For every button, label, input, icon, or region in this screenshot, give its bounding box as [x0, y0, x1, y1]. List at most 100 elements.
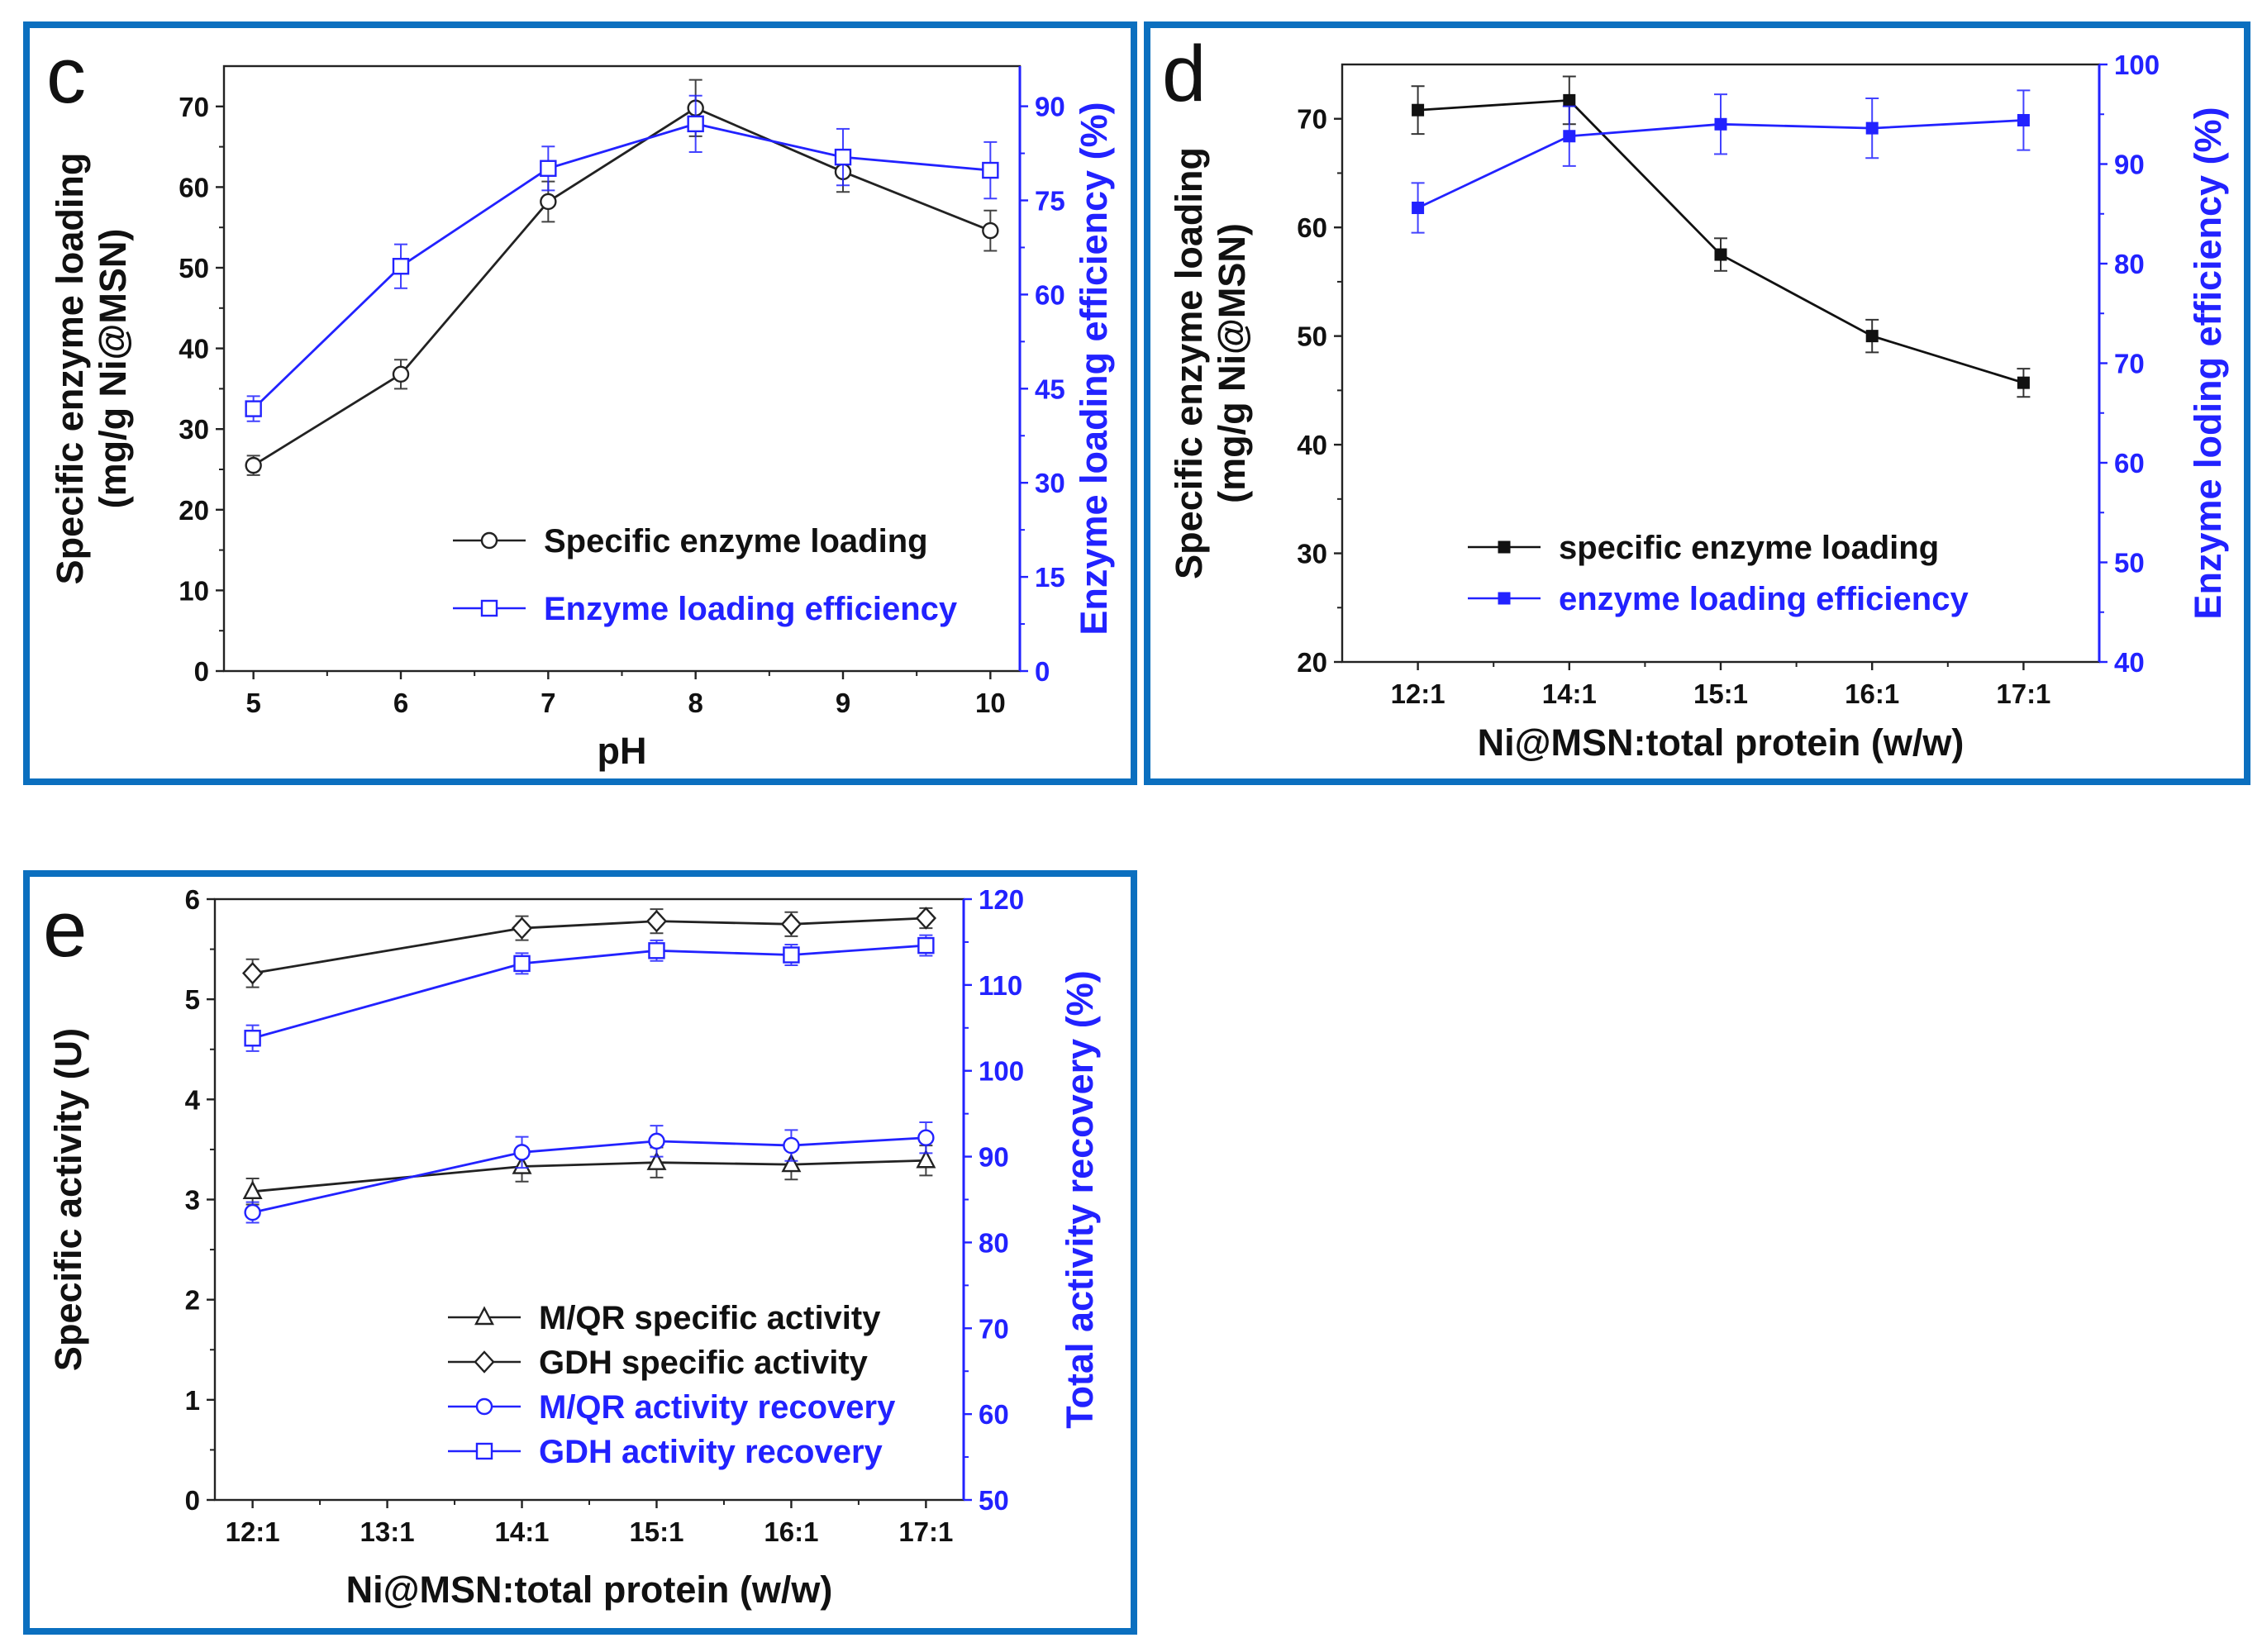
right-tick-label: 120 [979, 884, 1024, 915]
left-tick-label: 60 [1297, 212, 1327, 243]
left-tick-label: 0 [194, 656, 209, 687]
left-tick-label: 6 [185, 884, 200, 915]
panel-d-frame: 20 30 40 50 60 70 40 50 60 70 80 90 100 12:1 14:1 15:1 1… [1144, 21, 2250, 785]
right-tick-label: 100 [2114, 50, 2160, 80]
legend-label: specific enzyme loading [1559, 530, 1939, 566]
right-tick-label: 40 [2114, 647, 2145, 678]
data-point [1865, 121, 1879, 135]
data-point [783, 946, 800, 964]
data-point [540, 193, 557, 211]
data-point [781, 1153, 802, 1173]
legend-item: specific enzyme loading [1468, 530, 1939, 566]
legend-marker [1498, 592, 1511, 605]
left-tick-label: 40 [179, 334, 209, 364]
legend-item: M/QR activity recovery [448, 1389, 896, 1426]
right-tick-label: 45 [1035, 374, 1065, 404]
left-tick-label: 0 [185, 1485, 200, 1516]
right-tick-label: 70 [979, 1313, 1009, 1344]
panel-letter: e [43, 885, 87, 974]
series-1 [245, 94, 999, 422]
data-point [2017, 376, 2030, 389]
legend-marker [475, 1442, 493, 1460]
right-tick-label: 50 [979, 1485, 1009, 1516]
series-line-0 [252, 1159, 926, 1193]
legend-marker [475, 1397, 493, 1416]
left-tick-label: 30 [1297, 539, 1327, 569]
x-tick-label: 12:1 [226, 1516, 280, 1547]
left-tick-label: 10 [179, 575, 209, 606]
right-tick-label: 90 [979, 1142, 1009, 1173]
right-tick-label: 100 [979, 1056, 1024, 1087]
left-axis-label: Specific activity (U) [47, 1028, 89, 1371]
series-line-0 [252, 107, 991, 467]
right-axis-label: Enzyme loding efficiency (%) [2187, 107, 2229, 619]
series-0 [245, 79, 999, 476]
data-point [1714, 248, 1727, 261]
right-tick-label: 90 [2114, 150, 2145, 180]
series-3 [244, 934, 935, 1052]
left-axis-label: (mg/g Ni@MSN) [92, 229, 134, 509]
legend-label: Specific enzyme loading [544, 523, 928, 559]
left-tick-label: 20 [1297, 647, 1327, 678]
right-tick-label: 60 [979, 1399, 1009, 1430]
data-point [511, 916, 533, 940]
x-tick-label: 9 [836, 688, 850, 718]
data-point [645, 909, 668, 933]
left-tick-label: 70 [179, 92, 209, 122]
legend-label: M/QR activity recovery [539, 1389, 896, 1426]
data-point [780, 912, 802, 936]
left-tick-label: 60 [179, 172, 209, 202]
data-point [244, 1203, 261, 1221]
data-point [540, 159, 557, 177]
left-tick-label: 30 [179, 414, 209, 445]
panel-letter: d [1162, 30, 1206, 118]
left-axis-label: (mg/g Ni@MSN) [1211, 223, 1253, 503]
right-tick-label: 90 [1035, 92, 1065, 122]
data-point [1412, 202, 1425, 215]
legend-item: enzyme loading efficiency [1468, 581, 1969, 617]
x-tick-label: 16:1 [764, 1516, 818, 1547]
data-point [1714, 117, 1727, 131]
x-tick-label: 15:1 [1693, 678, 1748, 709]
data-point [834, 148, 852, 166]
x-tick-label: 8 [688, 688, 702, 718]
series-0 [242, 1145, 936, 1206]
left-tick-label: 1 [185, 1385, 200, 1416]
right-tick-label: 60 [2114, 448, 2145, 478]
right-tick-label: 30 [1035, 468, 1065, 498]
data-point [241, 961, 264, 985]
right-tick-label: 75 [1035, 185, 1065, 216]
right-tick-label: 110 [979, 970, 1022, 1001]
data-point [917, 1129, 935, 1146]
x-tick-label: 14:1 [494, 1516, 549, 1547]
panel-letter: c [46, 31, 86, 120]
legend-label: Enzyme loading efficiency [544, 591, 958, 627]
legend-item: Specific enzyme loading [453, 523, 928, 559]
legend-label: GDH activity recovery [539, 1434, 883, 1470]
left-tick-label: 2 [185, 1285, 200, 1316]
left-axis-label: Specific enzyme loading [1168, 147, 1210, 579]
data-point [982, 161, 999, 179]
left-tick-label: 70 [1297, 104, 1327, 135]
legend-marker [474, 1350, 495, 1373]
data-point [513, 955, 531, 973]
x-tick-label: 17:1 [1996, 678, 2050, 709]
x-axis-label: Ni@MSN:total protein (w/w) [1478, 721, 1965, 764]
x-tick-label: 13:1 [360, 1516, 415, 1547]
x-tick-label: 5 [245, 688, 260, 718]
data-point [245, 400, 262, 417]
x-tick-label: 6 [393, 688, 408, 718]
data-point [646, 1151, 667, 1170]
right-tick-label: 60 [1035, 279, 1065, 310]
data-point [392, 258, 410, 275]
left-tick-label: 3 [185, 1185, 200, 1216]
left-tick-label: 40 [1297, 430, 1327, 460]
x-axis-label: pH [598, 730, 647, 772]
data-point [245, 456, 262, 474]
data-point [2017, 113, 2030, 126]
x-tick-label: 14:1 [1542, 678, 1597, 709]
series-line-1 [252, 122, 991, 410]
series-1 [241, 907, 937, 988]
legend-marker [1498, 540, 1511, 554]
left-axis-label: Specific enzyme loading [49, 153, 91, 585]
